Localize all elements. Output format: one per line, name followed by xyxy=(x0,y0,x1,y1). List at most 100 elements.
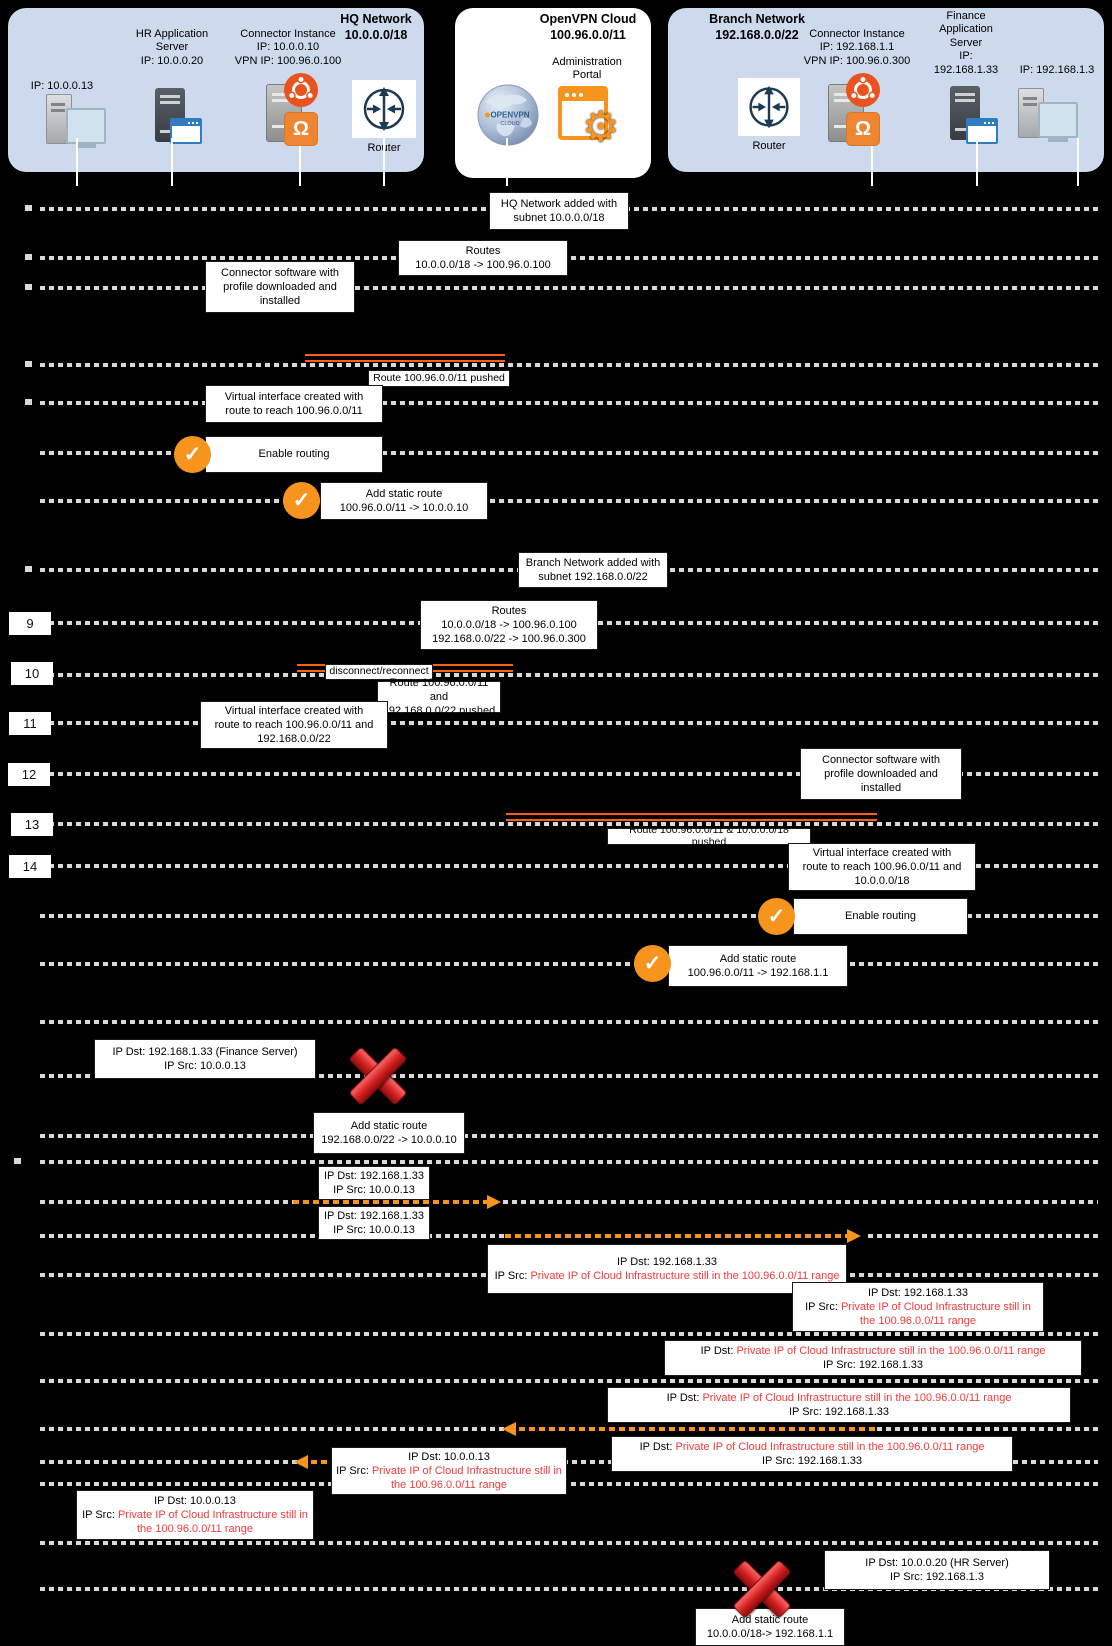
openvpn-icon: Ω xyxy=(284,112,318,146)
message-line xyxy=(40,673,1098,677)
check-icon: ✓ xyxy=(174,436,211,473)
message-line xyxy=(40,286,1098,290)
packet-src: IP Src: Private IP of Cloud Infrastructu… xyxy=(336,1464,562,1492)
blocked-x-icon xyxy=(348,1046,408,1106)
msg-pkt-nat-2: IP Dst: 192.168.1.33 IP Src: Private IP … xyxy=(792,1282,1044,1332)
msg-pkt-nat-1: IP Dst: 192.168.1.33 IP Src: Private IP … xyxy=(487,1244,847,1294)
message-line xyxy=(40,1200,293,1204)
msg-connector-sw-hq: Connector software with profile download… xyxy=(205,261,355,313)
lifeline-cloud xyxy=(506,138,508,186)
check-icon: ✓ xyxy=(283,482,320,519)
branch-network-title: Branch Network 192.168.0.0/22 xyxy=(709,12,805,42)
branch-pc-icon xyxy=(1018,86,1078,144)
message-line xyxy=(40,822,1098,826)
msg-routes-pushed-both: Route 100.96.0.0/11 and 192.168.0.0/22 p… xyxy=(377,677,501,717)
packet-arrow-right xyxy=(293,1200,489,1204)
lifeline-branch-pc xyxy=(1077,138,1079,186)
branch-pc-ip-label: IP: 192.168.1.3 xyxy=(1019,64,1095,76)
packet-dst: IP Dst: 10.0.0.13 xyxy=(154,1494,236,1507)
hq-network-title: HQ Network 10.0.0.0/18 xyxy=(340,12,412,42)
packet-dst: IP Dst: Private IP of Cloud Infrastructu… xyxy=(700,1344,1046,1357)
ubuntu-icon xyxy=(845,72,881,108)
message-line xyxy=(40,499,1098,503)
msg-pkt-return-3: IP Dst: Private IP of Cloud Infrastructu… xyxy=(611,1436,1013,1472)
message-line xyxy=(40,914,1098,918)
step-marker xyxy=(25,254,32,260)
msg-add-static-final: Add static route 10.0.0.0/18-> 192.168.1… xyxy=(695,1608,845,1646)
gear-icon: ⚙ xyxy=(582,103,620,150)
packet-src: IP Src: Private IP of Cloud Infrastructu… xyxy=(805,1300,1031,1328)
lifeline-hq-router xyxy=(383,138,385,186)
arrowhead-right-icon xyxy=(487,1195,508,1209)
message-line xyxy=(40,1020,1098,1024)
step-number-13: 13 xyxy=(11,813,53,836)
ubuntu-icon xyxy=(283,72,319,108)
hq-pc-icon xyxy=(46,92,106,150)
packet-src: IP Src: 192.168.1.33 xyxy=(788,1406,890,1418)
message-line xyxy=(40,401,1098,405)
globe-subtext: CLOUD xyxy=(500,121,519,127)
msg-pkt-finance-1: IP Dst: 192.168.1.33 IP Src: 10.0.0.13 xyxy=(318,1166,430,1200)
packet-arrow-right xyxy=(505,1234,849,1238)
msg-pkt-hq-1: IP Dst: 10.0.0.13 IP Src: Private IP of … xyxy=(331,1447,567,1495)
msg-pkt-hq-2: IP Dst: 10.0.0.13 IP Src: Private IP of … xyxy=(76,1490,314,1540)
step-number-12: 12 xyxy=(8,763,50,786)
step-marker xyxy=(25,284,32,290)
vpn-connection-line xyxy=(506,813,877,821)
hq-pc-ip-label: IP: 10.0.0.13 xyxy=(30,80,94,92)
msg-routes-both: Routes 10.0.0.0/18 -> 100.96.0.100 192.1… xyxy=(420,600,598,650)
message-line xyxy=(868,1234,1098,1238)
message-line xyxy=(40,256,1098,260)
hq-router-icon xyxy=(352,80,416,138)
packet-dst: IP Dst: Private IP of Cloud Infrastructu… xyxy=(666,1391,1012,1404)
msg-virtual-if-branch: Virtual interface created with route to … xyxy=(788,843,976,891)
msg-pkt-blocked-hr: IP Dst: 10.0.0.20 (HR Server) IP Src: 19… xyxy=(824,1550,1050,1590)
message-line xyxy=(40,864,1098,868)
openvpn-icon: Ω xyxy=(846,112,880,146)
msg-add-static-branch: Add static route 100.96.0.0/11 -> 192.16… xyxy=(668,945,848,987)
message-line xyxy=(40,1160,1098,1164)
arrowhead-right-icon xyxy=(847,1229,868,1243)
step-marker xyxy=(25,205,32,211)
msg-virtual-if-both: Virtual interface created with route to … xyxy=(200,701,388,749)
check-icon: ✓ xyxy=(758,898,795,935)
message-line xyxy=(40,1134,1098,1138)
message-line xyxy=(40,1427,507,1431)
msg-routes-hq: Routes 10.0.0.0/18 -> 100.96.0.100 xyxy=(398,240,568,276)
step-marker xyxy=(25,361,32,367)
branch-router-icon xyxy=(738,78,800,136)
step-marker xyxy=(25,566,32,572)
message-line xyxy=(877,1427,1098,1431)
message-line xyxy=(40,1074,1098,1078)
packet-src: IP Src: Private IP of Cloud Infrastructu… xyxy=(494,1270,840,1282)
step-marker xyxy=(14,1158,21,1164)
msg-add-static-branch-subnet: Add static route 192.168.0.0/22 -> 10.0.… xyxy=(313,1112,465,1154)
branch-connector-label: Connector Instance IP: 192.168.1.1 VPN I… xyxy=(803,28,911,67)
msg-pkt-return-1: IP Dst: Private IP of Cloud Infrastructu… xyxy=(664,1340,1082,1376)
lifeline-hq-pc xyxy=(76,138,78,186)
globe-text: OPENVPN xyxy=(490,111,529,120)
step-number-11: 11 xyxy=(9,712,51,735)
vpn-connection-line xyxy=(305,354,505,362)
admin-portal-label: Administration Portal xyxy=(552,56,622,82)
msg-enable-routing-branch: Enable routing xyxy=(793,898,968,935)
message-line xyxy=(40,1332,1098,1336)
hq-connector-label: Connector Instance IP: 10.0.0.10 VPN IP:… xyxy=(234,28,342,67)
packet-dst: IP Dst: 192.168.1.33 xyxy=(616,1255,718,1268)
branch-router-label: Router xyxy=(752,140,786,152)
step-marker xyxy=(25,399,32,405)
packet-dst: IP Dst: 10.0.0.13 xyxy=(408,1450,490,1463)
msg-pkt-return-2: IP Dst: Private IP of Cloud Infrastructu… xyxy=(607,1387,1071,1423)
packet-src: IP Src: 192.168.1.33 xyxy=(822,1359,924,1371)
message-line xyxy=(40,721,1098,725)
message-line xyxy=(40,1460,299,1464)
lifeline-hq-connector xyxy=(299,138,301,186)
msg-route-pushed-branch: Route 100.96.0.0/11 & 10.0.0.0/18 pushed xyxy=(607,824,811,847)
lifeline-branch-connector xyxy=(871,138,873,186)
msg-connector-sw-branch: Connector software with profile download… xyxy=(800,748,962,800)
msg-pkt-finance-2: IP Dst: 192.168.1.33 IP Src: 10.0.0.13 xyxy=(318,1206,430,1240)
packet-arrow-left xyxy=(509,1427,877,1431)
message-line xyxy=(40,451,1098,455)
msg-hq-added: HQ Network added with subnet 10.0.0.0/18 xyxy=(489,192,629,230)
